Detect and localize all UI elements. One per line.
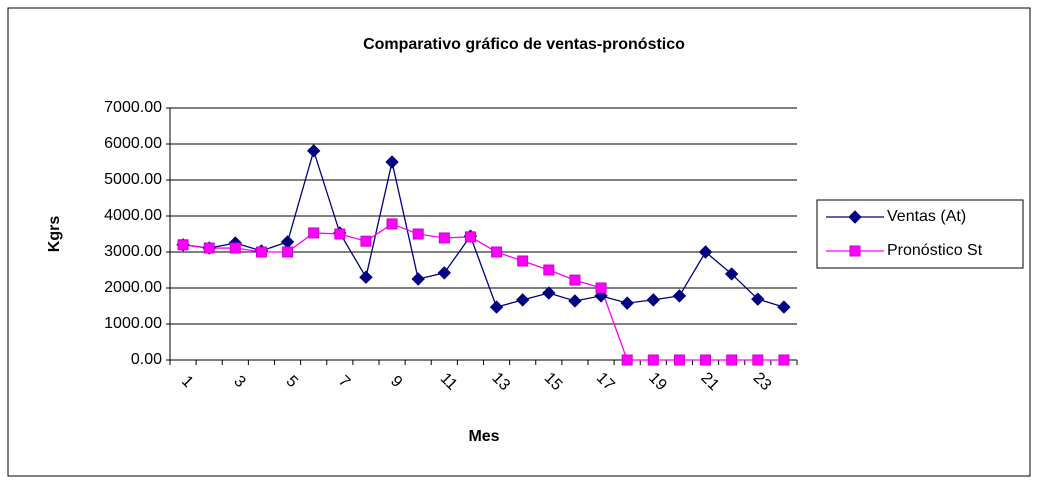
data-point — [359, 270, 373, 284]
data-point — [620, 296, 634, 310]
data-point — [543, 264, 555, 276]
data-point — [778, 354, 790, 366]
chart-title: Comparativo gráfico de ventas-pronóstico — [363, 36, 685, 53]
data-point — [672, 289, 687, 303]
y-tick-label: 1000.00 — [104, 315, 162, 332]
legend-label: Pronóstico St — [887, 242, 983, 259]
data-point — [777, 300, 791, 314]
data-point — [724, 267, 739, 281]
data-point — [569, 274, 581, 286]
data-point — [255, 246, 267, 258]
data-point — [542, 286, 556, 300]
y-tick-label: 4000.00 — [104, 207, 162, 224]
data-point — [177, 239, 189, 251]
data-point — [203, 242, 215, 254]
data-point — [595, 282, 607, 294]
y-tick-label: 0.00 — [131, 351, 162, 368]
data-point — [646, 293, 661, 307]
y-tick-label: 6000.00 — [104, 135, 162, 152]
legend-marker — [849, 245, 861, 257]
legend-box — [816, 199, 1024, 269]
data-point — [308, 227, 320, 239]
data-point — [621, 354, 633, 366]
data-point — [751, 292, 765, 306]
y-tick-label: 7000.00 — [104, 99, 162, 116]
y-axis-label: Kgrs — [46, 216, 63, 253]
data-point — [386, 218, 398, 230]
data-point — [437, 266, 452, 280]
data-point — [464, 231, 476, 243]
data-point — [700, 354, 712, 366]
data-point — [517, 255, 529, 267]
data-point — [411, 272, 425, 286]
data-point — [752, 354, 764, 366]
y-tick-label: 2000.00 — [104, 279, 162, 296]
data-point — [282, 246, 294, 258]
data-point — [491, 246, 503, 258]
data-point — [306, 144, 321, 158]
y-tick-label: 3000.00 — [104, 243, 162, 260]
data-point — [726, 354, 738, 366]
data-point — [515, 293, 530, 307]
data-point — [673, 354, 685, 366]
legend-marker — [848, 210, 862, 224]
x-axis-label: Mes — [468, 428, 499, 445]
data-point — [412, 228, 424, 240]
data-point — [489, 300, 504, 314]
data-point — [229, 242, 241, 254]
data-point — [568, 294, 582, 308]
data-point — [385, 155, 399, 169]
data-point — [438, 232, 450, 244]
data-point — [698, 245, 713, 259]
y-tick-label: 5000.00 — [104, 171, 162, 188]
data-point — [647, 354, 659, 366]
legend-label: Ventas (At) — [887, 208, 966, 225]
data-point — [334, 228, 346, 240]
data-point — [360, 235, 372, 247]
